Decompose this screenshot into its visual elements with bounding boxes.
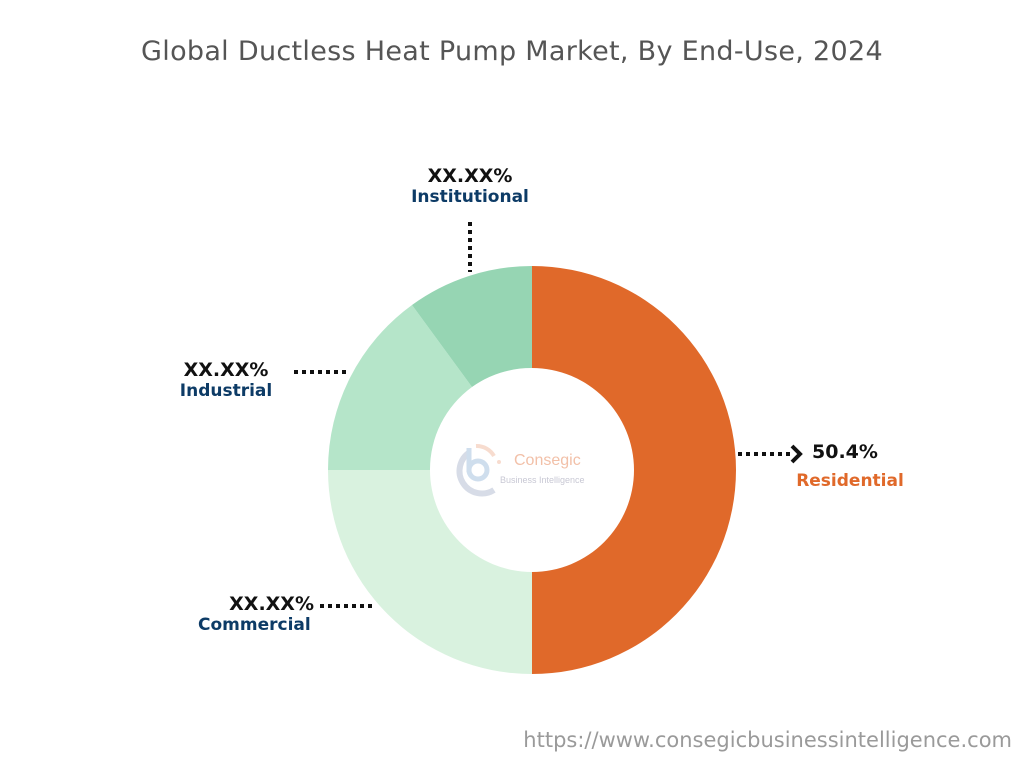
slice-commercial [328, 470, 532, 674]
watermark-tagline: Business Intelligence [500, 475, 585, 485]
category-commercial: Commercial [198, 615, 311, 635]
label-commercial: XX.XX% Commercial [190, 593, 320, 635]
label-residential: 50.4% Residential [790, 441, 910, 491]
value-institutional: XX.XX% [427, 165, 513, 187]
chart-title: Global Ductless Heat Pump Market, By End… [141, 36, 883, 67]
slice-residential [532, 266, 736, 674]
logo-icon [456, 444, 501, 497]
category-industrial: Industrial [179, 381, 273, 401]
category-residential: Residential [796, 471, 904, 491]
label-institutional: XX.XX% Institutional [400, 165, 540, 207]
slice-institutional [412, 266, 532, 387]
watermark-brand: Consegic [514, 452, 581, 469]
value-residential: 50.4% [812, 441, 878, 463]
label-industrial: XX.XX% Industrial [170, 359, 282, 401]
source-url: https://www.consegicbusinessintelligence… [523, 728, 1012, 752]
arrow-icon [790, 444, 803, 464]
value-commercial: XX.XX% [229, 593, 314, 615]
value-industrial: XX.XX% [183, 359, 269, 381]
category-institutional: Institutional [411, 187, 529, 207]
slice-industrial [328, 305, 472, 470]
